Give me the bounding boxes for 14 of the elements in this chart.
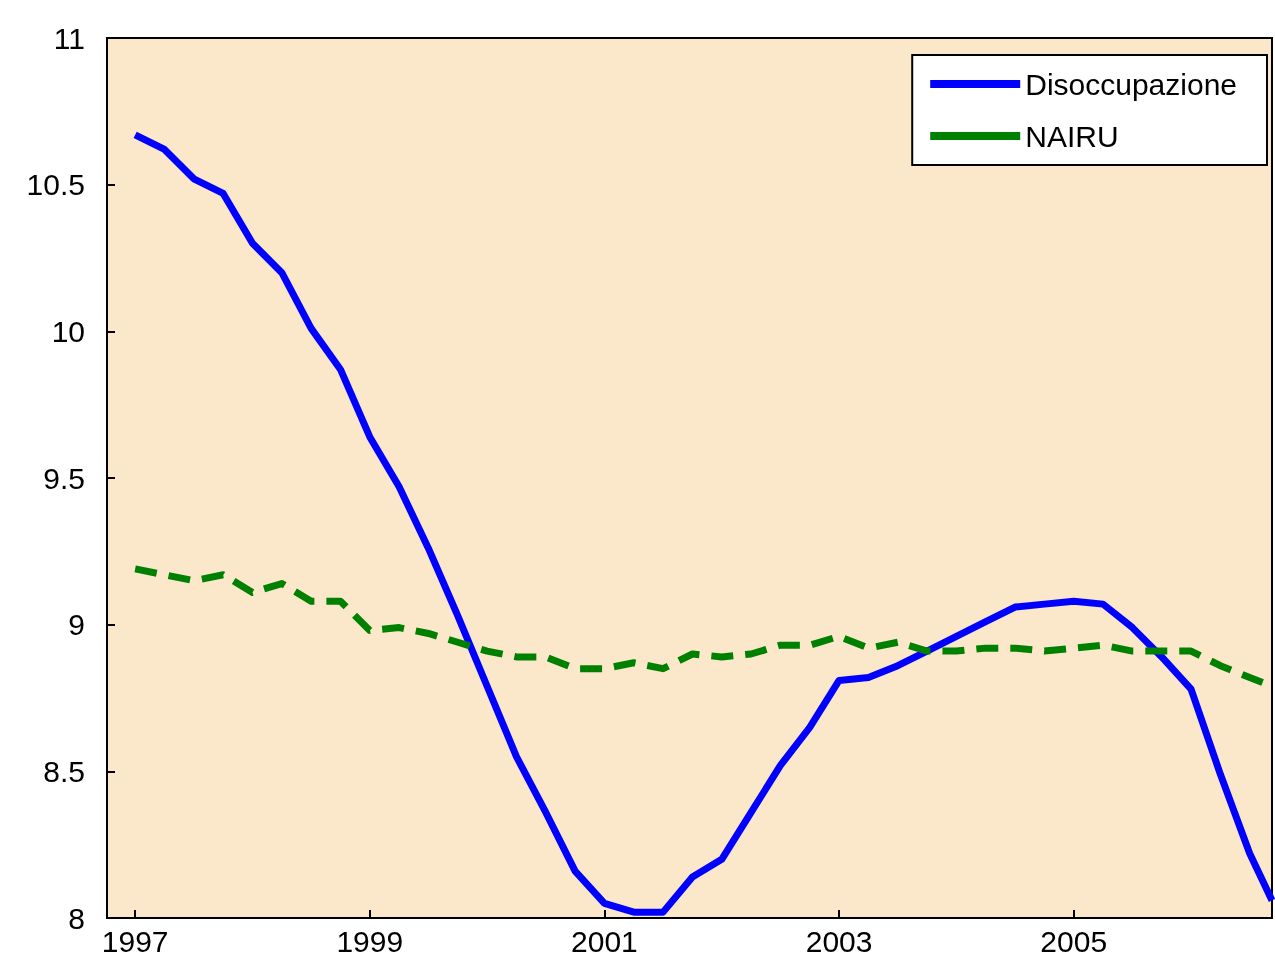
x-tick-label: 2003 bbox=[805, 924, 873, 958]
x-tick-label: 2001 bbox=[571, 924, 638, 958]
legend-label: NAIRU bbox=[1025, 119, 1119, 153]
y-tick-label: 9.5 bbox=[43, 461, 85, 495]
y-tick-label: 8.5 bbox=[43, 754, 85, 788]
x-tick-label: 2005 bbox=[1040, 924, 1108, 958]
y-tick-label: 9 bbox=[68, 608, 85, 642]
legend-label: Disoccupazione bbox=[1025, 67, 1238, 101]
y-tick-label: 10 bbox=[51, 314, 85, 348]
x-tick-label: 1997 bbox=[101, 924, 169, 958]
y-tick-label: 8 bbox=[68, 901, 85, 935]
y-tick-label: 10.5 bbox=[26, 168, 85, 202]
y-tick-label: 11 bbox=[53, 21, 85, 55]
x-tick-label: 1999 bbox=[336, 924, 404, 958]
